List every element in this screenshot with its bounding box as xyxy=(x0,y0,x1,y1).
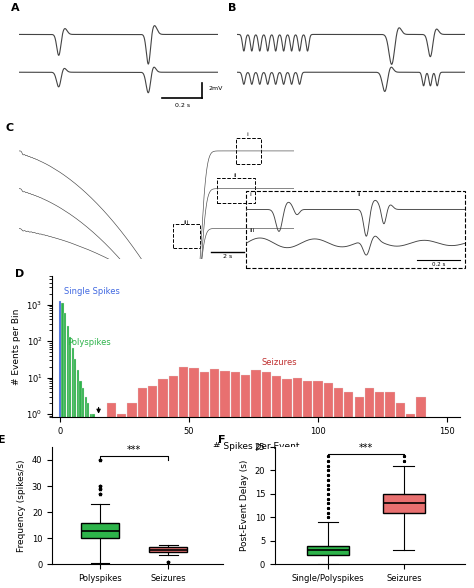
Bar xyxy=(72,348,74,588)
Bar xyxy=(117,414,127,588)
Bar xyxy=(313,381,322,588)
Bar xyxy=(217,178,255,203)
Bar xyxy=(303,381,312,588)
Text: i: i xyxy=(250,192,252,197)
Text: Seizures: Seizures xyxy=(261,358,297,367)
Bar xyxy=(272,376,281,588)
PathPatch shape xyxy=(383,494,425,513)
Bar xyxy=(80,381,82,588)
Text: ***: *** xyxy=(127,445,141,455)
Bar xyxy=(385,392,395,588)
Text: A: A xyxy=(11,4,19,14)
Bar xyxy=(69,337,71,588)
Bar xyxy=(292,377,302,588)
Bar xyxy=(66,326,69,588)
Bar xyxy=(107,403,116,588)
Bar xyxy=(173,224,201,248)
Bar xyxy=(61,303,64,588)
Text: B: B xyxy=(228,4,236,14)
Text: 2mV: 2mV xyxy=(208,86,222,91)
Bar xyxy=(74,359,76,588)
Bar xyxy=(87,403,90,588)
Bar xyxy=(365,389,374,588)
Y-axis label: # Events per Bin: # Events per Bin xyxy=(12,309,21,385)
Bar xyxy=(128,403,137,588)
Bar xyxy=(283,379,292,588)
Bar xyxy=(148,386,157,588)
Text: i: i xyxy=(247,132,248,138)
Bar xyxy=(84,396,87,588)
Text: ii: ii xyxy=(233,173,237,178)
Bar xyxy=(82,389,84,588)
Bar xyxy=(406,414,415,588)
Text: 2 s: 2 s xyxy=(223,253,233,259)
Bar xyxy=(210,369,219,588)
Bar xyxy=(251,370,261,588)
PathPatch shape xyxy=(149,547,187,552)
Bar xyxy=(241,375,250,588)
Bar xyxy=(169,376,178,588)
Bar xyxy=(200,372,209,588)
Bar xyxy=(90,414,92,588)
Text: iii: iii xyxy=(183,220,189,225)
Bar xyxy=(396,403,405,588)
Bar xyxy=(138,389,147,588)
PathPatch shape xyxy=(307,546,349,555)
Text: ii: ii xyxy=(358,192,361,197)
Text: iii: iii xyxy=(250,228,255,233)
Bar xyxy=(324,383,333,588)
Bar xyxy=(59,300,61,588)
Y-axis label: Post-Event Delay (s): Post-Event Delay (s) xyxy=(240,460,249,552)
Text: 0.2 s: 0.2 s xyxy=(174,103,190,108)
Text: F: F xyxy=(218,435,226,445)
Bar xyxy=(231,372,240,588)
Text: E: E xyxy=(0,435,5,445)
X-axis label: # Spikes per Event: # Spikes per Event xyxy=(213,442,299,451)
Bar xyxy=(158,379,168,588)
Bar xyxy=(375,392,384,588)
Bar xyxy=(92,414,94,588)
Bar xyxy=(344,392,354,588)
Bar xyxy=(262,372,271,588)
Text: D: D xyxy=(16,269,25,279)
Bar xyxy=(220,371,229,588)
Bar xyxy=(246,191,465,268)
PathPatch shape xyxy=(81,523,118,539)
Text: 0.2 s: 0.2 s xyxy=(432,262,445,267)
Bar xyxy=(77,370,79,588)
Text: Single Spikes: Single Spikes xyxy=(64,287,119,296)
Text: Polyspikes: Polyspikes xyxy=(68,338,111,347)
Bar xyxy=(179,366,188,588)
Y-axis label: Frequency (spikes/s): Frequency (spikes/s) xyxy=(17,459,26,552)
Text: C: C xyxy=(5,123,13,133)
Text: ***: *** xyxy=(359,443,373,453)
Bar xyxy=(236,138,261,164)
Bar xyxy=(417,396,426,588)
Bar xyxy=(355,396,364,588)
Bar xyxy=(190,368,199,588)
Bar xyxy=(64,313,66,588)
Bar xyxy=(334,389,343,588)
